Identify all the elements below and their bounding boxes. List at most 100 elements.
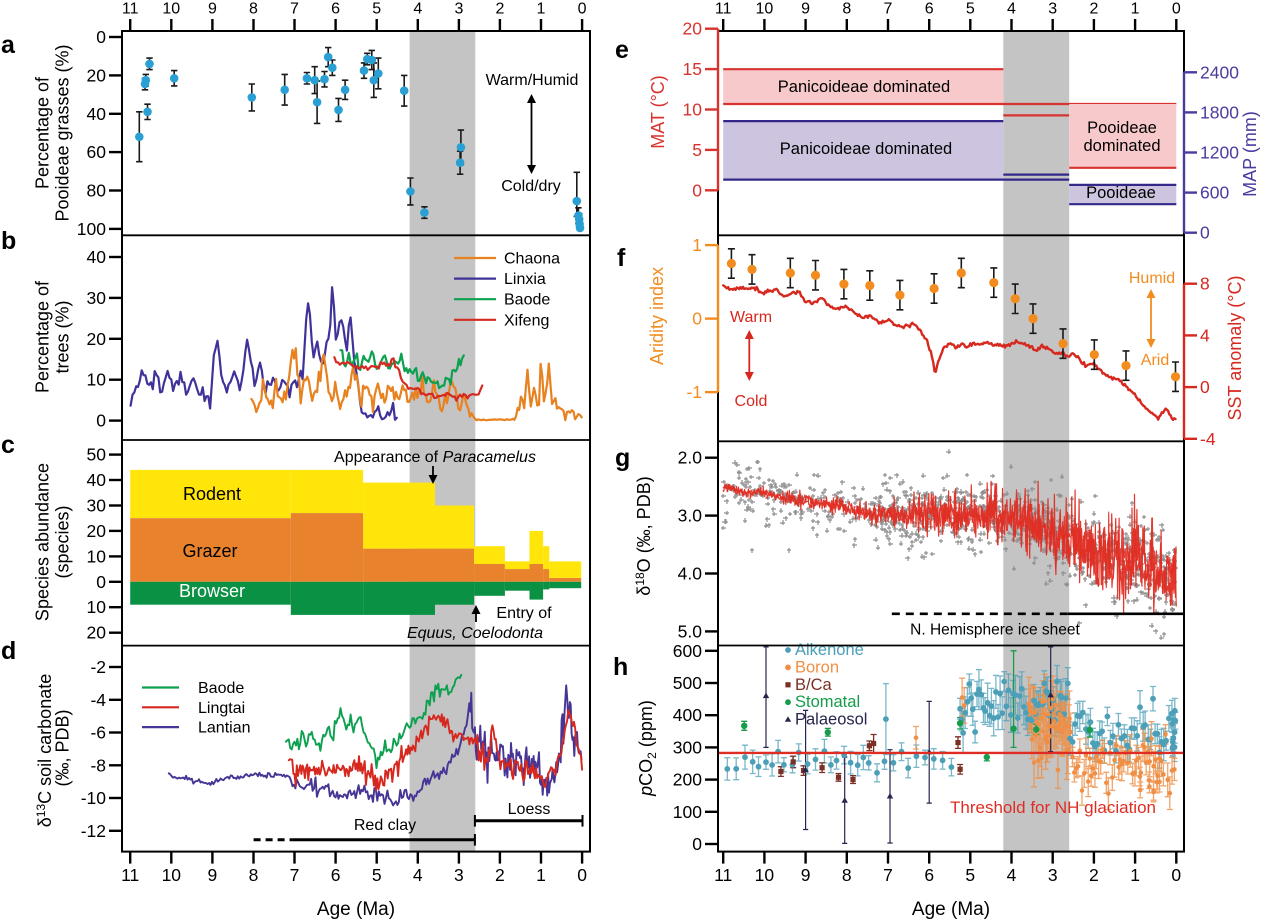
svg-text:4: 4	[413, 1, 422, 18]
svg-text:8: 8	[1200, 274, 1210, 294]
svg-text:0: 0	[692, 309, 702, 329]
svg-text:(species): (species)	[53, 505, 73, 578]
svg-text:SST anomaly (°C): SST anomaly (°C)	[1225, 276, 1245, 421]
svg-text:6: 6	[331, 1, 340, 18]
svg-text:1: 1	[1131, 1, 1140, 18]
svg-text:30: 30	[87, 288, 107, 308]
svg-text:-4: -4	[90, 690, 106, 710]
svg-text:2: 2	[1089, 865, 1099, 885]
svg-text:Aridity index: Aridity index	[647, 267, 667, 365]
svg-text:pCO2 (ppm): pCO2 (ppm)	[636, 700, 659, 797]
svg-text:7: 7	[884, 1, 893, 18]
svg-text:8: 8	[842, 865, 852, 885]
svg-text:1: 1	[692, 235, 702, 255]
svg-text:60: 60	[87, 142, 107, 162]
svg-text:5: 5	[372, 865, 382, 885]
svg-text:Entry of: Entry of	[496, 605, 552, 622]
svg-text:Red clay: Red clay	[354, 817, 416, 834]
svg-text:Xifeng: Xifeng	[504, 312, 549, 329]
svg-text:4: 4	[413, 865, 423, 885]
svg-text:50: 50	[87, 445, 107, 465]
svg-text:Lingtai: Lingtai	[198, 700, 245, 717]
svg-text:dominated: dominated	[1083, 137, 1160, 155]
svg-text:-8: -8	[90, 755, 106, 775]
svg-text:Alkenone: Alkenone	[795, 641, 864, 659]
svg-text:0: 0	[1171, 865, 1181, 885]
svg-text:8: 8	[842, 1, 851, 18]
svg-text:80: 80	[87, 181, 107, 201]
svg-text:9: 9	[801, 1, 810, 18]
svg-text:1200: 1200	[1200, 143, 1239, 163]
svg-text:10: 10	[683, 100, 703, 120]
svg-text:Rodent: Rodent	[183, 484, 241, 504]
svg-text:4: 4	[1007, 865, 1017, 885]
svg-text:6: 6	[924, 865, 934, 885]
svg-text:5: 5	[965, 865, 975, 885]
svg-text:9: 9	[801, 865, 811, 885]
svg-text:10: 10	[87, 546, 107, 566]
svg-text:Threshold for NH glaciation: Threshold for NH glaciation	[950, 798, 1156, 817]
svg-text:Linxia: Linxia	[504, 271, 546, 288]
svg-text:-12: -12	[81, 821, 106, 841]
svg-text:-6: -6	[90, 723, 106, 743]
svg-text:Percentage of: Percentage of	[33, 76, 53, 189]
svg-text:Appearance of Paracamelus: Appearance of Paracamelus	[334, 449, 536, 466]
svg-text:b: b	[1, 227, 16, 255]
svg-text:0: 0	[1200, 377, 1210, 397]
svg-text:Percentage of: Percentage of	[33, 280, 53, 393]
svg-text:200: 200	[673, 770, 702, 790]
svg-text:0: 0	[692, 180, 702, 200]
svg-text:400: 400	[673, 705, 702, 725]
svg-text:500: 500	[673, 673, 702, 693]
svg-text:0: 0	[96, 27, 106, 47]
svg-text:Browser: Browser	[179, 581, 245, 601]
svg-text:Pooideae grasses (%): Pooideae grasses (%)	[53, 44, 73, 221]
svg-text:a: a	[1, 31, 16, 59]
svg-text:MAP (mm): MAP (mm)	[1240, 111, 1260, 197]
svg-text:3: 3	[1048, 1, 1057, 18]
svg-text:Pooideae: Pooideae	[1086, 184, 1156, 202]
svg-text:Warm/Humid: Warm/Humid	[486, 72, 579, 89]
svg-text:N. Hemisphere ice sheet: N. Hemisphere ice sheet	[910, 622, 1080, 639]
svg-text:4: 4	[1200, 325, 1210, 345]
svg-text:600: 600	[673, 641, 702, 661]
svg-text:Pooideae: Pooideae	[1087, 119, 1157, 137]
svg-text:Grazer: Grazer	[182, 541, 237, 561]
svg-text:5.0: 5.0	[678, 621, 703, 641]
svg-text:0: 0	[692, 834, 702, 854]
svg-text:-10: -10	[81, 788, 107, 808]
svg-text:10: 10	[87, 597, 107, 617]
svg-text:3: 3	[1048, 865, 1058, 885]
svg-text:trees (%): trees (%)	[53, 300, 73, 373]
svg-text:B/Ca: B/Ca	[795, 676, 833, 694]
svg-text:δ13C soil carbonate: δ13C soil carbonate	[34, 674, 55, 827]
svg-text:11: 11	[714, 865, 732, 885]
svg-text:8: 8	[249, 1, 258, 18]
svg-text:6: 6	[925, 1, 934, 18]
svg-text:2400: 2400	[1200, 62, 1239, 82]
svg-text:0: 0	[1200, 223, 1210, 243]
svg-text:Species abundance: Species abundance	[33, 463, 53, 621]
svg-text:3.0: 3.0	[678, 506, 703, 526]
svg-text:Baode: Baode	[198, 680, 244, 697]
svg-text:40: 40	[87, 470, 107, 490]
svg-text:g: g	[615, 444, 630, 472]
svg-text:Cold/dry: Cold/dry	[501, 178, 561, 195]
svg-text:7: 7	[883, 865, 893, 885]
svg-text:8: 8	[249, 865, 259, 885]
svg-text:h: h	[613, 653, 628, 681]
svg-text:Age (Ma): Age (Ma)	[317, 899, 395, 920]
svg-text:11: 11	[715, 1, 732, 18]
svg-text:15: 15	[683, 59, 702, 79]
svg-text:Lantian: Lantian	[198, 720, 251, 737]
svg-text:100: 100	[77, 219, 106, 239]
svg-text:Equus, Coelodonta: Equus, Coelodonta	[407, 625, 543, 642]
svg-text:MAT (°C): MAT (°C)	[648, 75, 668, 149]
svg-text:Chaona: Chaona	[504, 251, 560, 268]
svg-text:d: d	[1, 637, 16, 665]
svg-text:0: 0	[96, 572, 106, 592]
svg-text:-1: -1	[686, 382, 702, 402]
svg-text:c: c	[1, 431, 15, 459]
svg-text:Boron: Boron	[795, 658, 839, 676]
svg-text:20: 20	[87, 521, 107, 541]
